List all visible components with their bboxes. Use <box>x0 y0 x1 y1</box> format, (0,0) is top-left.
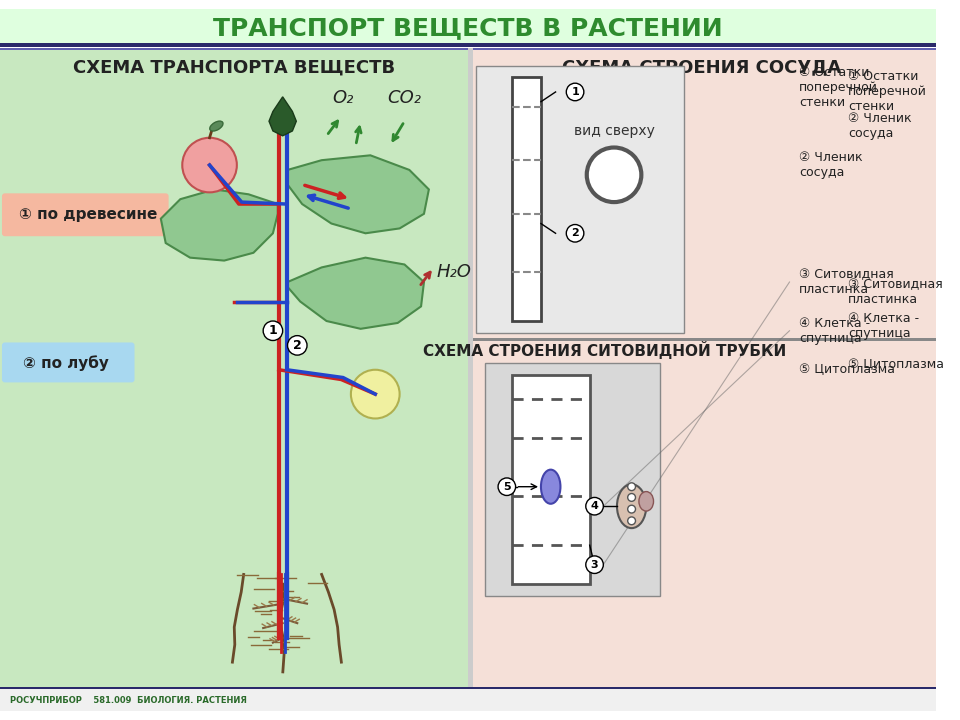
FancyBboxPatch shape <box>512 77 540 321</box>
Circle shape <box>628 483 636 490</box>
FancyBboxPatch shape <box>475 66 684 333</box>
Text: вид сверху: вид сверху <box>574 124 655 138</box>
Text: 2: 2 <box>571 228 579 238</box>
FancyBboxPatch shape <box>0 687 936 690</box>
Text: ⑤ Цитоплазма: ⑤ Цитоплазма <box>848 359 944 372</box>
Text: 5: 5 <box>503 482 511 492</box>
Text: 1: 1 <box>269 324 277 337</box>
Text: ② Членик
сосуда: ② Членик сосуда <box>848 112 912 140</box>
Text: ① Остатки
поперечной
стенки: ① Остатки поперечной стенки <box>848 71 926 114</box>
Text: 2: 2 <box>293 339 301 352</box>
Text: ① по древесине: ① по древесине <box>18 207 156 222</box>
Text: ④ Клетка -
спутница: ④ Клетка - спутница <box>800 317 871 345</box>
Text: 4: 4 <box>590 501 598 511</box>
Polygon shape <box>288 258 424 329</box>
Circle shape <box>628 505 636 513</box>
Text: 1: 1 <box>571 87 579 97</box>
Text: 3: 3 <box>590 559 598 570</box>
Circle shape <box>498 478 516 495</box>
FancyBboxPatch shape <box>512 374 589 584</box>
FancyBboxPatch shape <box>486 363 660 596</box>
Circle shape <box>566 225 584 242</box>
Text: ① Остатки
поперечной
стенки: ① Остатки поперечной стенки <box>800 66 878 109</box>
Ellipse shape <box>639 492 654 511</box>
Text: ⑤ Цитоплазма: ⑤ Цитоплазма <box>800 364 896 377</box>
Ellipse shape <box>540 469 561 504</box>
FancyBboxPatch shape <box>2 343 134 382</box>
FancyBboxPatch shape <box>0 48 936 50</box>
Text: ТРАНСПОРТ ВЕЩЕСТВ В РАСТЕНИИ: ТРАНСПОРТ ВЕЩЕСТВ В РАСТЕНИИ <box>213 17 723 40</box>
FancyBboxPatch shape <box>0 690 936 711</box>
Polygon shape <box>161 189 277 261</box>
Ellipse shape <box>209 121 223 131</box>
Text: CO₂: CO₂ <box>388 89 421 107</box>
FancyBboxPatch shape <box>0 9 936 43</box>
Text: ② по лубу: ② по лубу <box>23 355 109 371</box>
Text: ② Членик
сосуда: ② Членик сосуда <box>800 151 863 179</box>
Circle shape <box>566 84 584 101</box>
FancyBboxPatch shape <box>468 48 936 687</box>
Polygon shape <box>288 156 429 233</box>
FancyBboxPatch shape <box>468 48 472 687</box>
Circle shape <box>586 556 603 573</box>
Text: O₂: O₂ <box>332 89 354 107</box>
Text: РОСУЧПРИБОР    581.009  БИОЛОГИЯ. РАСТЕНИЯ: РОСУЧПРИБОР 581.009 БИОЛОГИЯ. РАСТЕНИЯ <box>10 696 247 705</box>
Circle shape <box>351 370 399 418</box>
FancyBboxPatch shape <box>0 48 468 687</box>
FancyBboxPatch shape <box>2 194 169 236</box>
Polygon shape <box>269 96 297 136</box>
Text: СХЕМА СТРОЕНИЯ СОСУДА: СХЕМА СТРОЕНИЯ СОСУДА <box>563 58 841 76</box>
Circle shape <box>586 498 603 515</box>
Text: ④ Клетка -
спутница: ④ Клетка - спутница <box>848 312 919 340</box>
Circle shape <box>628 517 636 525</box>
Circle shape <box>263 321 282 341</box>
Ellipse shape <box>617 485 646 528</box>
Circle shape <box>288 336 307 355</box>
Text: СХЕМА ТРАНСПОРТА ВЕЩЕСТВ: СХЕМА ТРАНСПОРТА ВЕЩЕСТВ <box>73 58 395 76</box>
Text: ③ Ситовидная
пластинка: ③ Ситовидная пластинка <box>848 278 943 306</box>
FancyBboxPatch shape <box>0 43 936 47</box>
Text: H₂O: H₂O <box>437 264 471 282</box>
Circle shape <box>628 493 636 501</box>
Text: ③ Ситовидная
пластинка: ③ Ситовидная пластинка <box>800 268 894 296</box>
FancyBboxPatch shape <box>468 338 936 341</box>
Circle shape <box>182 138 237 192</box>
Text: СХЕМА СТРОЕНИЯ СИТОВИДНОЙ ТРУБКИ: СХЕМА СТРОЕНИЯ СИТОВИДНОЙ ТРУБКИ <box>422 341 786 359</box>
Circle shape <box>587 148 641 202</box>
